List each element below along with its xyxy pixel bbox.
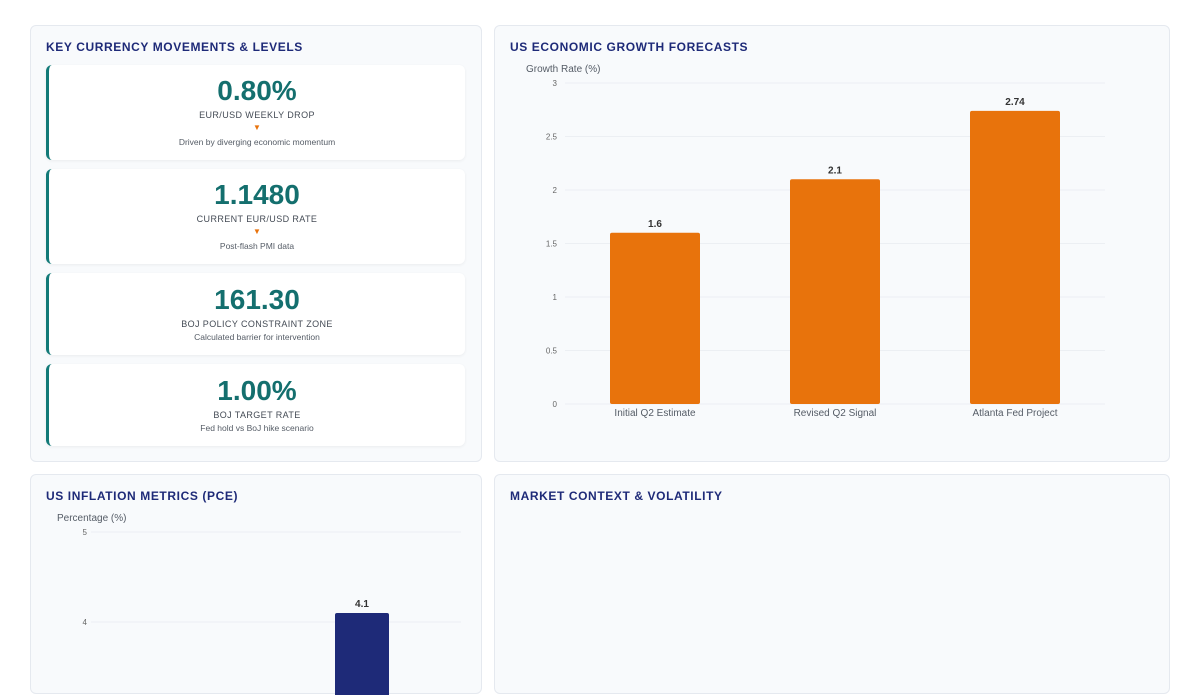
down-arrow-icon: ▼ <box>253 227 261 236</box>
metric-value: 0.80% <box>217 75 297 106</box>
y-tick-label: 5 <box>83 528 88 537</box>
metric-note: Post-flash PMI data <box>219 241 295 251</box>
metric-value: 1.1480 <box>214 179 300 210</box>
metric-value: 161.30 <box>214 284 300 315</box>
bar-value-label: 2.1 <box>828 165 842 176</box>
inflation-bar-chart: Percentage (%) 5 4 4.1 <box>57 513 461 695</box>
metric-card-boj-target-rate: 1.00% BOJ TARGET RATE Fed hold vs BoJ hi… <box>46 364 465 446</box>
bar-value-label: 1.6 <box>648 219 662 230</box>
metric-card-eurusd-rate: 1.1480 CURRENT EUR/USD RATE ▼ Post-flash… <box>46 169 465 264</box>
metric-label: CURRENT EUR/USD RATE <box>196 214 318 224</box>
y-tick-label: 1.5 <box>546 240 558 249</box>
market-panel-title: MARKET CONTEXT & VOLATILITY <box>510 489 723 503</box>
metric-note: Fed hold vs BoJ hike scenario <box>200 423 314 433</box>
y-tick-label: 2.5 <box>546 133 558 142</box>
metric-value: 1.00% <box>217 375 297 406</box>
y-tick-label: 0 <box>553 400 558 409</box>
currency-panel-title: KEY CURRENCY MOVEMENTS & LEVELS <box>46 40 303 54</box>
bar <box>790 179 880 404</box>
y-tick-label: 3 <box>553 79 558 88</box>
growth-panel-title: US ECONOMIC GROWTH FORECASTS <box>510 40 749 54</box>
bar <box>610 232 700 404</box>
y-tick-label: 2 <box>553 186 558 195</box>
metric-label: BOJ TARGET RATE <box>213 410 301 420</box>
metric-card-boj-constraint: 161.30 BOJ POLICY CONSTRAINT ZONE Calcul… <box>46 273 465 355</box>
metric-card-weekly-drop: 0.80% EUR/USD WEEKLY DROP ▼ Driven by di… <box>46 65 465 160</box>
x-tick-label: Initial Q2 Estimate <box>614 408 696 419</box>
growth-panel: US ECONOMIC GROWTH FORECASTS Growth Rate… <box>494 25 1170 462</box>
metric-note: Driven by diverging economic momentum <box>178 137 336 147</box>
bar-value-label: 4.1 <box>355 599 369 610</box>
x-tick-label: Atlanta Fed Project <box>972 408 1057 419</box>
metric-label: BOJ POLICY CONSTRAINT ZONE <box>181 319 333 329</box>
x-tick-label: Revised Q2 Signal <box>794 408 877 419</box>
y-axis-label: Percentage (%) <box>57 513 126 524</box>
y-axis-label: Growth Rate (%) <box>526 64 600 75</box>
inflation-panel-title: US INFLATION METRICS (PCE) <box>46 489 239 503</box>
y-tick-label: 4 <box>83 618 88 627</box>
market-panel: MARKET CONTEXT & VOLATILITY <box>494 474 1170 694</box>
inflation-panel: US INFLATION METRICS (PCE) Percentage (%… <box>30 474 482 695</box>
y-tick-label: 0.5 <box>546 347 558 356</box>
growth-bar-chart: Growth Rate (%) 0 0.5 1 1.5 2 2.5 3 1.6 Initial Q… <box>526 64 1105 419</box>
bar-value-label: 2.74 <box>1005 97 1025 108</box>
y-tick-label: 1 <box>553 293 558 302</box>
metric-note: Calculated barrier for intervention <box>194 332 320 342</box>
bar <box>335 613 389 695</box>
metric-label: EUR/USD WEEKLY DROP <box>199 110 315 120</box>
currency-panel: KEY CURRENCY MOVEMENTS & LEVELS 0.80% EU… <box>30 25 482 462</box>
bar <box>970 110 1060 404</box>
down-arrow-icon: ▼ <box>253 123 261 132</box>
